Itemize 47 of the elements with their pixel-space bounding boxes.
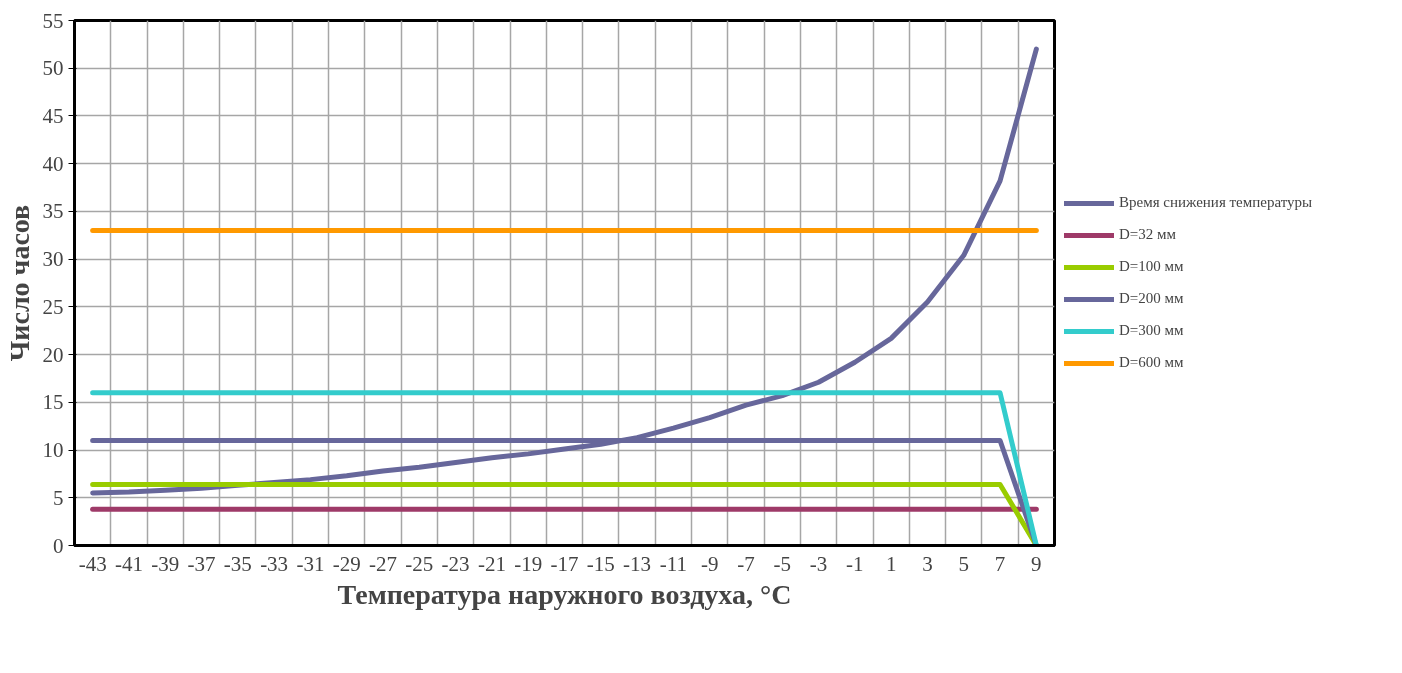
x-tick-label: 3 (922, 551, 933, 576)
y-tick-label: 40 (42, 151, 64, 176)
y-tick-label: 55 (42, 8, 64, 33)
y-tick-label: 35 (42, 199, 64, 224)
x-tick-label: -3 (809, 551, 828, 576)
x-tick-label: -11 (659, 551, 687, 576)
x-tick-label: -1 (846, 551, 864, 576)
y-tick-label: 5 (53, 485, 64, 510)
x-tick-label: 5 (958, 551, 970, 576)
x-tick-label: -27 (369, 551, 398, 576)
x-tick-label: -37 (187, 551, 216, 576)
x-tick-label: -21 (477, 551, 506, 576)
y-tick-label: 15 (42, 390, 64, 415)
y-tick-label: 20 (42, 342, 64, 367)
legend-label: D=200 мм (1119, 290, 1184, 307)
y-tick-label: 30 (42, 247, 64, 272)
x-tick-label: -33 (260, 551, 289, 576)
x-tick-label: -23 (441, 551, 470, 576)
y-tick-label: 25 (42, 294, 64, 319)
x-tick-label: 1 (885, 551, 897, 576)
legend-label: D=600 мм (1119, 354, 1184, 371)
x-tick-label: -41 (114, 551, 143, 576)
x-tick-label: -17 (550, 551, 579, 576)
legend-label: D=32 мм (1119, 226, 1177, 243)
x-tick-label: -5 (773, 551, 792, 576)
legend-label: D=300 мм (1119, 322, 1184, 339)
y-tick-label: 45 (42, 103, 64, 128)
x-tick-label: -7 (737, 551, 755, 576)
x-tick-label: -43 (78, 551, 107, 576)
x-tick-label: -31 (296, 551, 325, 576)
x-tick-label: -29 (332, 551, 361, 576)
x-tick-label: -9 (700, 551, 719, 576)
x-tick-label: -39 (151, 551, 180, 576)
y-tick-label: 50 (42, 56, 64, 81)
x-tick-label: -15 (586, 551, 615, 576)
x-tick-label: -13 (623, 551, 652, 576)
y-tick-label: 0 (53, 533, 64, 558)
legend-label: D=100 мм (1119, 258, 1184, 275)
x-axis-title: Температура наружного воздуха, °C (337, 578, 792, 610)
legend-label: Время снижения температуры (1119, 194, 1313, 211)
x-tick-label: -25 (405, 551, 434, 576)
x-tick-label: -19 (514, 551, 543, 576)
y-tick-label: 10 (42, 438, 64, 463)
x-tick-label: 9 (1031, 551, 1042, 576)
x-tick-label: -35 (223, 551, 252, 576)
y-axis-title: Число часов (3, 204, 35, 362)
x-tick-label: 7 (994, 551, 1006, 576)
